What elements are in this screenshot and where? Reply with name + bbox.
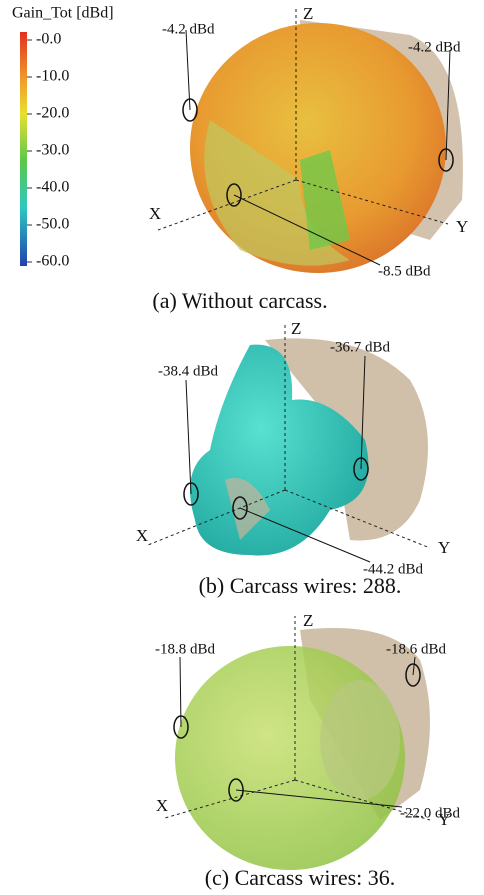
colorbar-label: -50.0	[36, 216, 69, 233]
axis-label: Z	[303, 4, 313, 23]
pattern-c	[175, 628, 430, 870]
pattern-b	[190, 338, 428, 555]
annotation: -22.0 dBd	[400, 805, 461, 821]
annotation: -36.7 dBd	[330, 339, 391, 355]
axis-label: X	[136, 526, 148, 545]
annotation: -4.2 dBd	[408, 39, 461, 55]
colorbar	[20, 32, 27, 266]
pattern-a	[190, 20, 463, 273]
annotation: -8.5 dBd	[378, 263, 431, 279]
axis-label: Y	[456, 217, 468, 236]
axis-label: Z	[291, 319, 301, 338]
annotation: -38.4 dBd	[158, 363, 219, 379]
colorbar-label: -0.0	[36, 31, 61, 48]
colorbar-label: -30.0	[36, 142, 69, 159]
caption: (b) Carcass wires: 288.	[199, 573, 402, 598]
colorbar-label: -20.0	[36, 105, 69, 122]
axis-label: Y	[438, 538, 450, 557]
leader-line	[186, 380, 191, 494]
axis-label: X	[156, 796, 168, 815]
colorbar-label: -60.0	[36, 253, 69, 270]
figure: Gain_Tot [dBd] -0.0 -10.0 -20.0 -30.0 -40.0 -…	[0, 0, 484, 895]
colorbar-label: -10.0	[36, 68, 69, 85]
axis-label: Z	[303, 611, 313, 630]
caption: (c) Carcass wires: 36.	[205, 865, 396, 890]
leader-line	[186, 30, 190, 110]
annotation: -18.8 dBd	[155, 641, 216, 657]
axis-label: X	[149, 204, 161, 223]
colorbar-label: -40.0	[36, 179, 69, 196]
annotation: -4.2 dBd	[162, 21, 215, 37]
caption: (a) Without carcass.	[152, 288, 327, 313]
annotation: -18.6 dBd	[386, 641, 447, 657]
colorbar-title: Gain_Tot [dBd]	[12, 5, 114, 22]
